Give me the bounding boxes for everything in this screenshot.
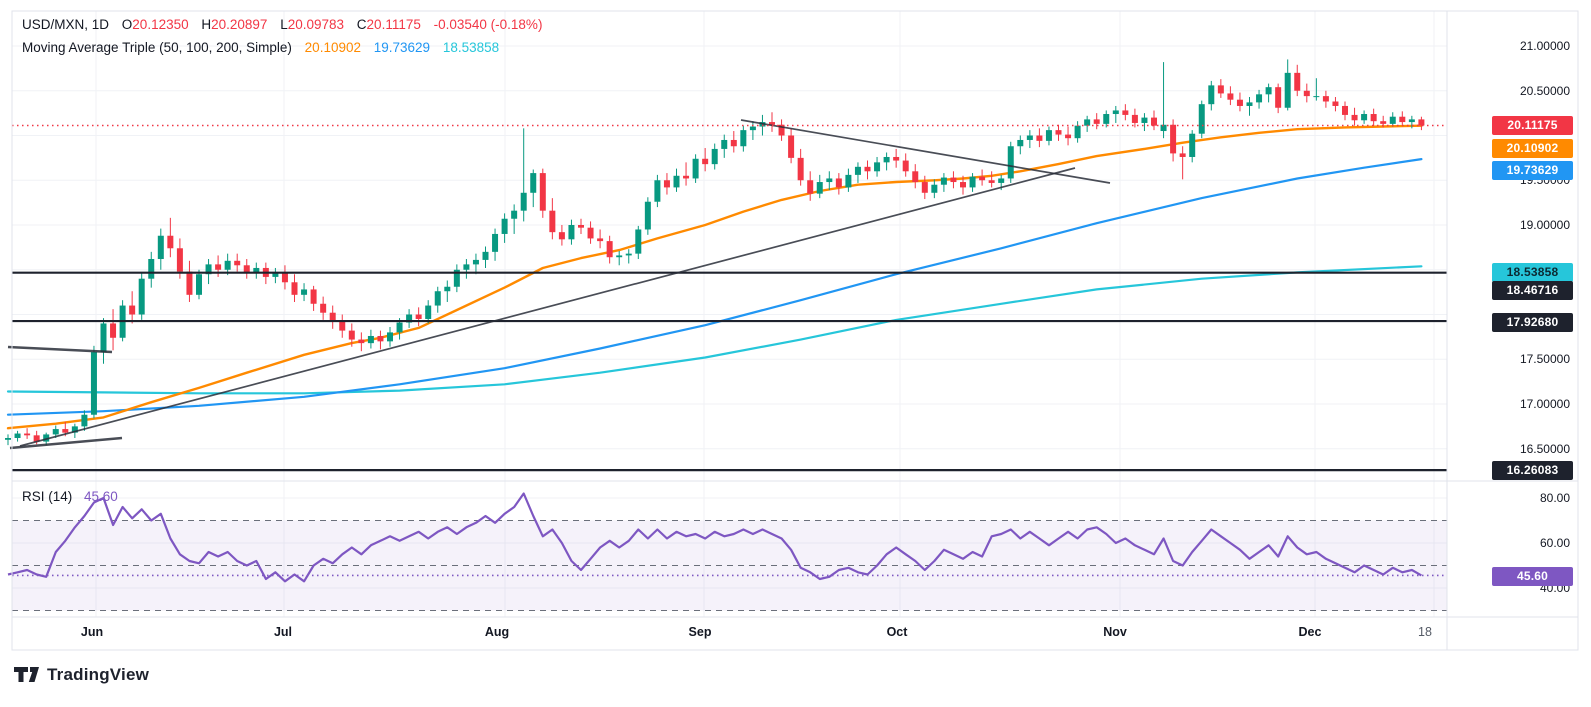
close-value: 20.11175 xyxy=(366,17,421,32)
time-label-Aug: Aug xyxy=(484,625,510,639)
axis-badge-20.11175: 20.11175 xyxy=(1492,115,1573,135)
price-tick-20.50000: 20.50000 xyxy=(1519,83,1570,98)
time-label-Nov: Nov xyxy=(1103,625,1127,639)
ma-indicator-legend[interactable]: Moving Average Triple (50, 100, 200, Sim… xyxy=(22,40,499,55)
open-value: 20.12350 xyxy=(132,17,189,32)
sma100-line xyxy=(6,158,1423,416)
time-label-Jun: Jun xyxy=(80,625,104,639)
high-value: 20.20897 xyxy=(211,17,268,32)
tradingview-logo[interactable]: TradingView xyxy=(14,665,149,685)
time-label-Jul: Jul xyxy=(273,625,293,639)
rsi-band-layer xyxy=(12,520,1447,611)
symbol-title: USD/MXN, 1D xyxy=(22,17,110,32)
axis-badge-16.26083: 16.26083 xyxy=(1492,460,1573,480)
rsi-line xyxy=(7,492,1422,583)
ma50-value: 20.10902 xyxy=(304,40,361,55)
time-label-Oct: Oct xyxy=(886,625,908,639)
symbol-legend[interactable]: USD/MXN, 1D O20.12350 H20.20897 L20.0978… xyxy=(22,17,542,32)
time-label-Sep: Sep xyxy=(688,625,712,639)
trendlines-layer xyxy=(7,119,1111,450)
rsi-tick-80.00: 80.00 xyxy=(1539,491,1570,505)
axis-badge-20.10902: 20.10902 xyxy=(1492,138,1573,158)
rsi-title: RSI (14) xyxy=(22,489,73,504)
axis-badge-19.73629: 19.73629 xyxy=(1492,160,1573,180)
ma100-value: 19.73629 xyxy=(373,40,431,55)
rsi-value: 45.60 xyxy=(84,489,118,504)
low-label: L xyxy=(280,17,288,32)
price-tick-17.50000: 17.50000 xyxy=(1519,352,1570,367)
sma50-line xyxy=(6,124,1423,430)
axis-badge-17.92680: 17.92680 xyxy=(1492,312,1573,332)
rsi-tick-60.00: 60.00 xyxy=(1539,536,1570,550)
price-tick-21.00000: 21.00000 xyxy=(1519,39,1570,53)
high-label: H xyxy=(201,17,212,32)
close-label: C xyxy=(356,17,367,32)
axis-badge-18.53858: 18.53858 xyxy=(1492,262,1573,282)
time-label-18: 18 xyxy=(1418,625,1432,639)
ma200-value: 18.53858 xyxy=(442,40,500,55)
price-tick-17.00000: 17.00000 xyxy=(1519,397,1570,411)
tradingview-logo-icon xyxy=(14,667,39,682)
low-value: 20.09783 xyxy=(287,17,345,32)
sma200-line xyxy=(6,265,1423,395)
tradingview-logo-text: TradingView xyxy=(47,665,150,684)
price-tick-19.00000: 19.00000 xyxy=(1519,218,1570,232)
grid-layer xyxy=(12,11,1447,617)
axis-badge-18.46716: 18.46716 xyxy=(1492,280,1573,300)
open-label: O xyxy=(121,17,133,32)
level-lines-layer xyxy=(12,271,1447,472)
price-tick-16.50000: 16.50000 xyxy=(1519,441,1570,456)
frame-layer xyxy=(11,10,1579,651)
ma-title: Moving Average Triple (50, 100, 200, Sim… xyxy=(22,40,292,55)
rsi-indicator-legend[interactable]: RSI (14) 45.60 xyxy=(22,489,118,504)
candles-layer xyxy=(5,59,1425,446)
axis-badge-45.60: 45.60 xyxy=(1492,566,1573,586)
time-label-Dec: Dec xyxy=(1298,625,1322,639)
change-value: -0.03540 (-0.18%) xyxy=(433,17,543,32)
